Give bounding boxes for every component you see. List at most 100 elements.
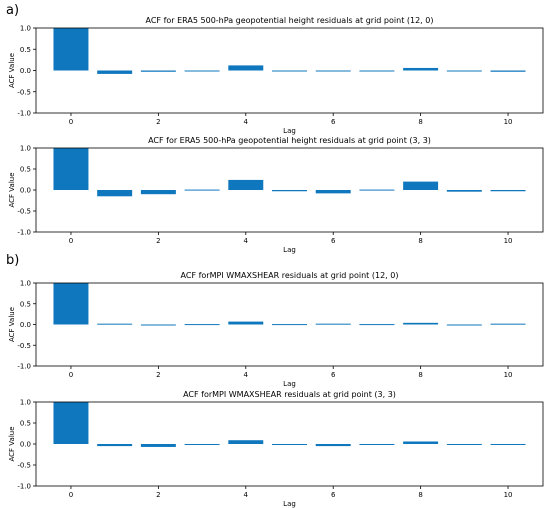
x-tick-label: 10	[504, 237, 513, 245]
y-axis-label: ACF Value	[8, 172, 16, 207]
y-tick-label: 0.5	[20, 420, 31, 428]
acf-bar-lag-4	[228, 65, 264, 71]
acf-bar-lag-7	[359, 189, 395, 191]
y-tick-label: 1.0	[20, 145, 31, 153]
chart-title: ACF for ERA5 500-hPa geopotential height…	[146, 16, 434, 25]
acf-bar-lag-2	[140, 70, 176, 72]
acf-bar-lag-10	[490, 323, 526, 325]
x-tick-label: 4	[244, 371, 249, 379]
y-axis-label: ACF Value	[8, 426, 16, 461]
x-axis-label: Lag	[283, 246, 296, 254]
x-tick-label: 8	[418, 118, 422, 126]
y-tick-label: -1.0	[17, 229, 31, 237]
acf-bar-lag-2	[140, 444, 176, 447]
acf-bar-lag-4	[228, 321, 264, 325]
acf-bar-lag-8	[403, 67, 439, 71]
acf-bar-lag-2	[140, 324, 176, 326]
x-tick-label: 2	[156, 371, 160, 379]
plot-frame	[35, 27, 544, 114]
y-tick-label: 0.0	[20, 441, 31, 449]
y-tick-label: 0.5	[20, 46, 31, 54]
plot-frame	[35, 401, 544, 487]
y-tick-label: -0.5	[17, 208, 31, 216]
acf-bar-lag-6	[315, 190, 351, 194]
x-tick-label: 0	[69, 118, 73, 126]
y-tick-label: 0.5	[20, 166, 31, 174]
acf-bar-lag-9	[446, 444, 482, 445]
acf-bar-lag-0	[53, 283, 89, 325]
x-axis-label: Lag	[283, 127, 296, 135]
x-tick-label: 10	[504, 118, 513, 126]
acf-bar-lag-5	[272, 190, 307, 192]
acf-bar-lag-7	[359, 444, 395, 445]
acf-bar-lag-7	[359, 70, 395, 72]
x-tick-label: 8	[418, 491, 422, 499]
x-tick-label: 2	[156, 491, 160, 499]
plot-frame	[35, 282, 544, 367]
acf-bar-lag-8	[403, 441, 439, 444]
x-tick-label: 0	[69, 237, 73, 245]
x-tick-label: 6	[331, 118, 336, 126]
acf-bar-lag-6	[315, 70, 351, 72]
acf-bar-lag-1	[97, 70, 133, 74]
acf-bar-lag-8	[403, 181, 439, 190]
acf-bar-lag-0	[53, 402, 89, 444]
acf-bar-lag-10	[490, 444, 526, 445]
acf-bar-lag-5	[272, 324, 307, 326]
acf-bar-lag-1	[97, 190, 133, 197]
chart-title: ACF forMPI WMAXSHEAR residuals at grid p…	[183, 390, 396, 399]
x-tick-label: 4	[244, 491, 249, 499]
acf-bar-lag-6	[315, 323, 351, 325]
acf-bar-lag-5	[272, 70, 307, 72]
acf-bar-lag-0	[53, 28, 89, 71]
y-tick-label: 1.0	[20, 399, 31, 407]
acf-bar-lag-4	[228, 440, 264, 444]
x-tick-label: 0	[69, 491, 73, 499]
acf-bar-lag-9	[446, 70, 482, 72]
panel-label-b: b)	[6, 253, 20, 268]
acf-bar-lag-4	[228, 179, 264, 190]
x-tick-label: 8	[418, 371, 422, 379]
x-axis-label: Lag	[283, 500, 296, 508]
y-tick-label: 1.0	[20, 280, 31, 288]
y-tick-label: 0.0	[20, 67, 31, 75]
y-tick-label: 1.0	[20, 25, 31, 33]
acf-bar-lag-3	[184, 324, 220, 326]
acf-bar-lag-3	[184, 70, 220, 72]
x-tick-label: 4	[244, 237, 249, 245]
y-tick-label: -1.0	[17, 363, 31, 371]
acf-bar-lag-7	[359, 324, 395, 326]
y-tick-label: -1.0	[17, 483, 31, 491]
y-axis-label: ACF Value	[8, 307, 16, 342]
acf-bar-lag-3	[184, 444, 220, 445]
chart-title: ACF for ERA5 500-hPa geopotential height…	[148, 136, 431, 145]
y-tick-label: -1.0	[17, 110, 31, 118]
y-tick-label: -0.5	[17, 462, 31, 470]
x-tick-label: 2	[156, 118, 160, 126]
x-tick-label: 8	[418, 237, 422, 245]
x-axis-label: Lag	[283, 380, 296, 388]
y-tick-label: 0.0	[20, 321, 31, 329]
acf-bar-lag-10	[490, 70, 526, 72]
acf-bar-lag-5	[272, 444, 307, 445]
panel-label-a: a)	[6, 3, 20, 18]
acf-bar-lag-6	[315, 444, 351, 447]
y-tick-label: 0.0	[20, 187, 31, 195]
acf-bar-lag-9	[446, 190, 482, 192]
plot-frame	[35, 147, 544, 233]
x-tick-label: 4	[244, 118, 249, 126]
acf-bar-lag-8	[403, 322, 439, 325]
acf-bar-lag-3	[184, 189, 220, 191]
x-tick-label: 6	[331, 237, 336, 245]
acf-bar-lag-2	[140, 190, 176, 195]
x-tick-label: 6	[331, 371, 336, 379]
y-tick-label: 0.5	[20, 300, 31, 308]
acf-bar-lag-0	[53, 148, 89, 190]
y-tick-label: -0.5	[17, 342, 31, 350]
y-axis-label: ACF Value	[8, 53, 16, 88]
